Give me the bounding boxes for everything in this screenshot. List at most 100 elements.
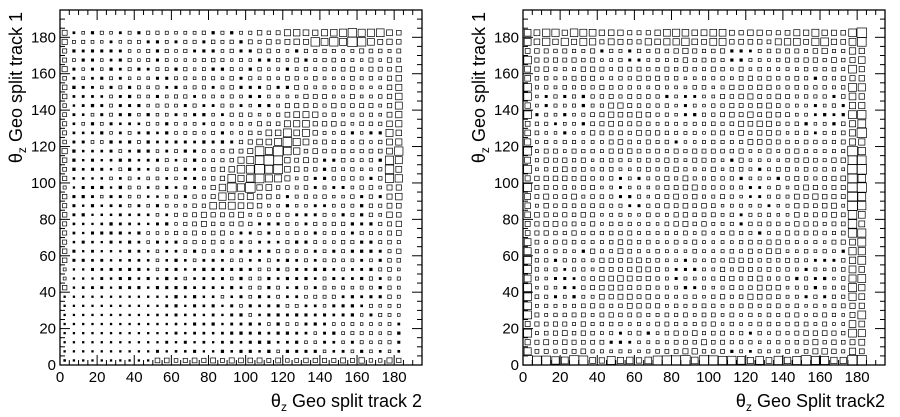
bin-box	[553, 166, 558, 172]
bin-box	[841, 104, 845, 108]
bin-box	[202, 158, 206, 163]
bin-box	[785, 121, 790, 126]
bin-box	[524, 121, 531, 127]
bin-box	[813, 176, 818, 181]
bin-box	[62, 157, 68, 163]
bin-box	[831, 221, 837, 227]
bin-box	[340, 103, 346, 108]
bin-box	[682, 221, 689, 227]
bin-box	[227, 201, 236, 210]
bin-box	[267, 322, 271, 326]
bin-box	[831, 76, 836, 81]
bin-box	[766, 84, 772, 90]
bin-box	[590, 57, 596, 63]
bin-box	[295, 295, 299, 299]
bin-box	[691, 330, 698, 336]
bin-box	[544, 112, 549, 117]
bin-box	[193, 331, 196, 335]
bin-box	[599, 349, 604, 354]
bin-box	[183, 203, 188, 208]
bin-box	[747, 248, 753, 254]
bin-box	[590, 267, 595, 272]
bin-box	[368, 103, 374, 108]
bin-box	[396, 294, 401, 299]
bin-box	[378, 249, 382, 253]
bin-box	[100, 185, 104, 190]
bin-box	[323, 313, 327, 317]
bin-box	[674, 94, 678, 99]
bin-box	[609, 221, 614, 227]
bin-box	[303, 167, 309, 172]
bin-box	[580, 212, 587, 218]
bin-box	[276, 240, 280, 244]
bin-box	[81, 67, 85, 71]
bin-box	[247, 139, 253, 145]
bin-box	[766, 321, 772, 327]
bin-box	[599, 94, 605, 99]
bin-box	[109, 341, 113, 344]
bin-box	[858, 293, 866, 301]
y-tick-label: 160	[31, 66, 56, 83]
bin-box	[553, 295, 558, 299]
bin-box	[655, 67, 660, 72]
bin-box	[627, 158, 632, 163]
bin-box	[211, 286, 215, 290]
bin-box	[211, 249, 215, 253]
bin-box	[674, 312, 679, 317]
bin-box	[322, 48, 327, 54]
bin-box	[210, 239, 216, 245]
bin-box	[803, 349, 809, 354]
bin-box	[211, 313, 215, 317]
bin-box	[91, 277, 94, 280]
bin-box	[369, 313, 373, 317]
bin-box	[692, 313, 697, 317]
bin-box	[359, 167, 364, 171]
bin-box	[534, 76, 540, 81]
bin-box	[81, 213, 85, 217]
bin-box	[248, 231, 252, 235]
bin-box	[156, 277, 159, 280]
bin-box	[543, 330, 549, 336]
bin-box	[563, 286, 567, 290]
bin-box	[698, 355, 710, 366]
bin-box	[692, 322, 697, 327]
bin-box	[729, 221, 734, 226]
bin-box	[91, 258, 94, 262]
bin-box	[655, 112, 660, 117]
bin-box	[626, 356, 634, 365]
bin-box	[562, 294, 567, 299]
bin-box	[146, 30, 151, 35]
bin-box	[394, 174, 403, 183]
bin-box	[229, 122, 234, 126]
bin-box	[183, 85, 188, 90]
bin-box	[238, 357, 244, 364]
bin-box	[109, 176, 113, 181]
bin-box	[304, 340, 308, 344]
bin-box	[803, 157, 809, 163]
bin-box	[239, 340, 243, 344]
bin-box	[81, 113, 85, 116]
bin-box	[674, 113, 678, 117]
bin-box	[155, 286, 160, 290]
bin-box	[617, 248, 624, 255]
bin-box	[795, 112, 799, 117]
bin-box	[848, 28, 857, 37]
x-tick-label: 40	[126, 369, 143, 386]
bin-box	[832, 122, 836, 126]
bin-box	[156, 140, 159, 144]
bin-box	[609, 340, 613, 344]
bin-box	[359, 94, 364, 99]
bin-box	[607, 29, 615, 36]
bin-box	[794, 57, 800, 63]
bin-box	[692, 221, 697, 227]
bin-box	[257, 76, 262, 81]
bin-box	[683, 76, 688, 80]
bin-box	[803, 230, 809, 236]
bin-box	[848, 256, 857, 264]
bin-box	[830, 356, 838, 364]
bin-box	[655, 222, 660, 226]
bin-box	[766, 267, 772, 272]
bin-box	[201, 30, 206, 35]
bin-box	[313, 322, 317, 326]
bin-box	[211, 176, 216, 181]
